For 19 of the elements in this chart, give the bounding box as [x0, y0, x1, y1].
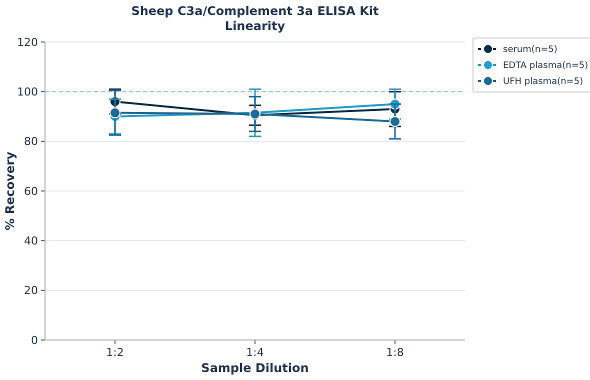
y-tick-label: 60	[24, 184, 38, 198]
y-axis-title: % Recovery	[3, 152, 17, 230]
point	[390, 116, 400, 127]
legend-label: EDTA plasma(n=5)	[503, 61, 588, 72]
y-tick-label: 100	[17, 86, 38, 99]
x-tick-label: 1:2	[106, 346, 124, 359]
chart-subtitle: Linearity	[224, 19, 286, 33]
y-tick-label: 120	[17, 36, 38, 49]
x-axis-title: Sample Dilution	[201, 361, 309, 375]
legend-label: UFH plasma(n=5)	[503, 77, 584, 88]
x-tick-label: 1:4	[246, 346, 264, 359]
y-tick-label: 20	[24, 284, 38, 298]
y-tick-label: 40	[24, 234, 38, 248]
chart-title: Sheep C3a/Complement 3a ELISA Kit	[131, 4, 380, 18]
y-tick-label: 80	[24, 135, 38, 148]
point	[110, 107, 120, 118]
y-tick-label: 0	[31, 334, 38, 347]
legend-label: serum(n=5)	[503, 45, 558, 56]
x-tick-label: 1:8	[386, 346, 404, 359]
